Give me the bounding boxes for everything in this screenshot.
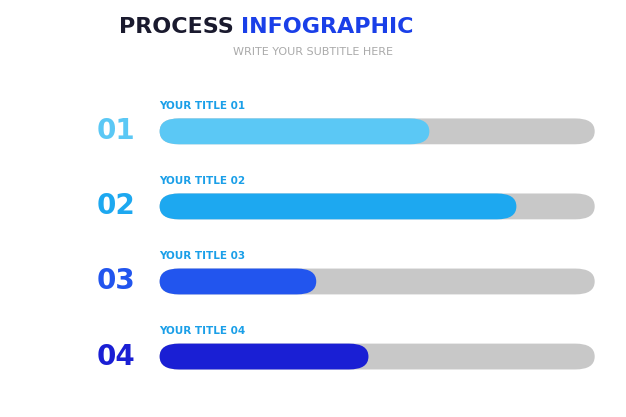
Text: 04: 04 xyxy=(96,342,135,371)
Text: 01: 01 xyxy=(96,117,135,146)
Text: YOUR TITLE 03: YOUR TITLE 03 xyxy=(160,251,246,261)
FancyBboxPatch shape xyxy=(160,193,516,219)
Text: WRITE YOUR SUBTITLE HERE: WRITE YOUR SUBTITLE HERE xyxy=(233,47,393,57)
Text: YOUR TITLE 02: YOUR TITLE 02 xyxy=(160,176,246,186)
Text: 02: 02 xyxy=(96,192,135,221)
Text: YOUR TITLE 01: YOUR TITLE 01 xyxy=(160,101,246,111)
Text: YOUR TITLE 04: YOUR TITLE 04 xyxy=(160,326,246,336)
FancyBboxPatch shape xyxy=(160,193,595,219)
FancyBboxPatch shape xyxy=(160,344,595,369)
Text: 03: 03 xyxy=(96,267,135,296)
FancyBboxPatch shape xyxy=(160,118,429,144)
FancyBboxPatch shape xyxy=(160,269,595,294)
FancyBboxPatch shape xyxy=(160,344,369,369)
Text: INFOGRAPHIC: INFOGRAPHIC xyxy=(241,17,414,37)
FancyBboxPatch shape xyxy=(160,269,316,294)
Text: PROCESS: PROCESS xyxy=(118,17,241,37)
Text: PROCESS INFOGRAPHIC: PROCESS INFOGRAPHIC xyxy=(165,17,461,37)
FancyBboxPatch shape xyxy=(160,118,595,144)
